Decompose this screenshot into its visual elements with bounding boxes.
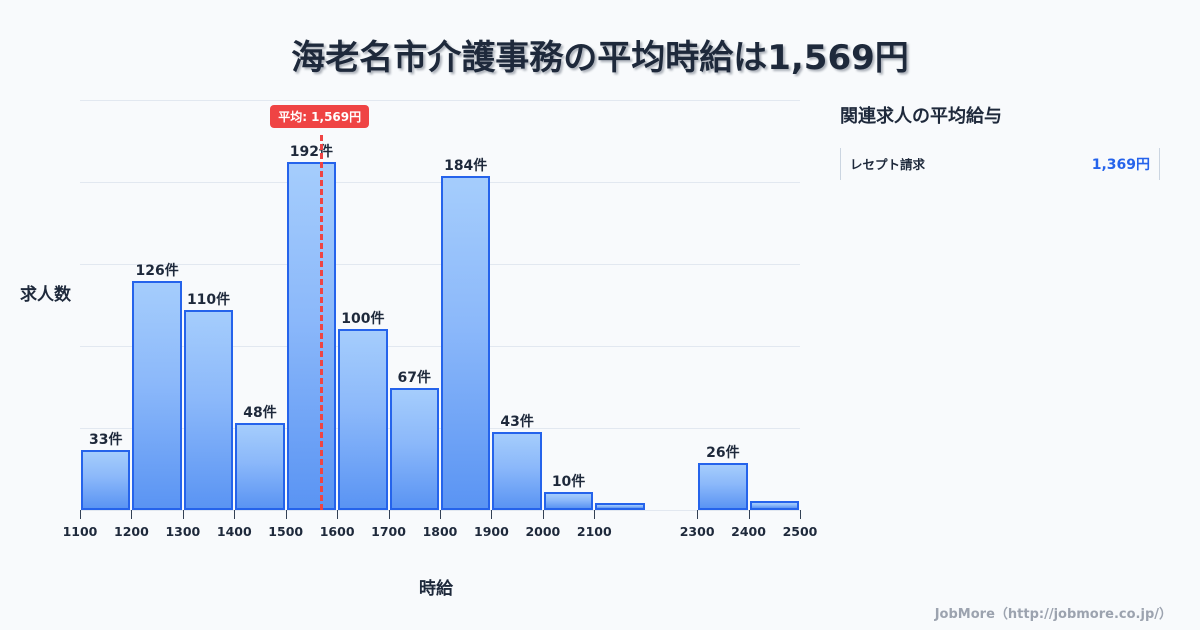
related-salary-panel: 関連求人の平均給与 レセプト請求 1,369円 xyxy=(840,102,1170,180)
histogram-bar xyxy=(81,450,131,510)
average-badge: 平均: 1,569円 xyxy=(270,105,370,128)
bar-value-label: 100件 xyxy=(341,310,385,327)
x-tick xyxy=(388,510,390,519)
histogram-bar xyxy=(698,462,748,510)
histogram-bar xyxy=(183,310,234,510)
x-axis-label: 時給 xyxy=(419,579,453,599)
x-tick-label: 1100 xyxy=(62,524,98,539)
related-salary-title: 関連求人の平均給与 xyxy=(840,106,1002,127)
x-tick-label: 1800 xyxy=(422,524,458,539)
x-tick xyxy=(594,510,596,519)
gridline xyxy=(80,182,800,183)
x-tick xyxy=(285,510,287,519)
histogram-chart: 33件 126件 110件 48件 192件 100件 67件 184件 43件 10件 26件 11… xyxy=(63,100,817,539)
x-tick-label: 1500 xyxy=(268,524,304,539)
histogram-bar xyxy=(389,388,439,510)
x-tick xyxy=(542,510,544,519)
x-tick-label: 1400 xyxy=(216,524,252,539)
gridline xyxy=(80,100,800,101)
related-job-label: レセプト請求 xyxy=(850,157,926,172)
x-tick-label: 1300 xyxy=(165,524,201,539)
bar-value-label: 192件 xyxy=(289,143,334,160)
gridline xyxy=(80,346,800,347)
x-tick xyxy=(697,510,699,519)
x-tick xyxy=(182,510,184,519)
bar-value-label: 10件 xyxy=(551,473,586,490)
x-tick xyxy=(748,510,750,519)
y-axis-label: 求人数 xyxy=(20,285,71,305)
gridline xyxy=(80,428,800,429)
histogram-bar xyxy=(441,176,491,510)
page-title: 海老名市介護事務の平均時給は1,569円 xyxy=(291,38,909,78)
histogram-bar xyxy=(492,431,542,510)
x-tick-label: 2000 xyxy=(525,524,561,539)
x-tick xyxy=(440,510,441,519)
footer-credit: JobMore（http://jobmore.co.jp/） xyxy=(934,607,1172,622)
x-tick-label: 2300 xyxy=(679,524,715,539)
x-tick-label: 2400 xyxy=(731,524,766,539)
histogram-bar xyxy=(749,500,799,510)
bar-value-label: 26件 xyxy=(706,444,740,461)
x-tick-label: 2500 xyxy=(782,524,818,539)
histogram-bar xyxy=(595,502,645,510)
bar-value-label: 33件 xyxy=(88,432,123,449)
bar-value-label: 48件 xyxy=(243,404,277,421)
histogram-bar xyxy=(235,422,285,510)
x-tick xyxy=(131,510,133,519)
bar-value-label: 43件 xyxy=(500,413,534,430)
x-tick xyxy=(491,510,493,519)
x-tick-label: 1700 xyxy=(371,524,406,539)
histogram-bar xyxy=(338,328,388,510)
histogram-bar xyxy=(286,161,337,510)
bar-value-label: 126件 xyxy=(135,263,179,280)
x-tick-label: 1200 xyxy=(114,524,149,539)
x-tick-label: 1600 xyxy=(319,524,355,539)
bar-value-label: 184件 xyxy=(444,158,488,175)
gridline xyxy=(80,264,800,265)
x-tick-label: 1900 xyxy=(474,524,509,539)
related-job-value: 1,369円 xyxy=(1091,157,1150,173)
x-tick xyxy=(234,510,236,519)
histogram-bar xyxy=(543,491,594,510)
bar-value-label: 67件 xyxy=(397,370,432,387)
bar-value-label: 110件 xyxy=(186,292,231,309)
average-line xyxy=(319,135,323,510)
related-job-row[interactable]: レセプト請求 1,369円 xyxy=(840,148,1160,180)
histogram-bar xyxy=(132,281,182,510)
x-tick xyxy=(80,510,81,519)
x-tick xyxy=(337,510,339,519)
x-tick xyxy=(800,510,801,519)
x-tick-label: 2100 xyxy=(576,524,612,539)
